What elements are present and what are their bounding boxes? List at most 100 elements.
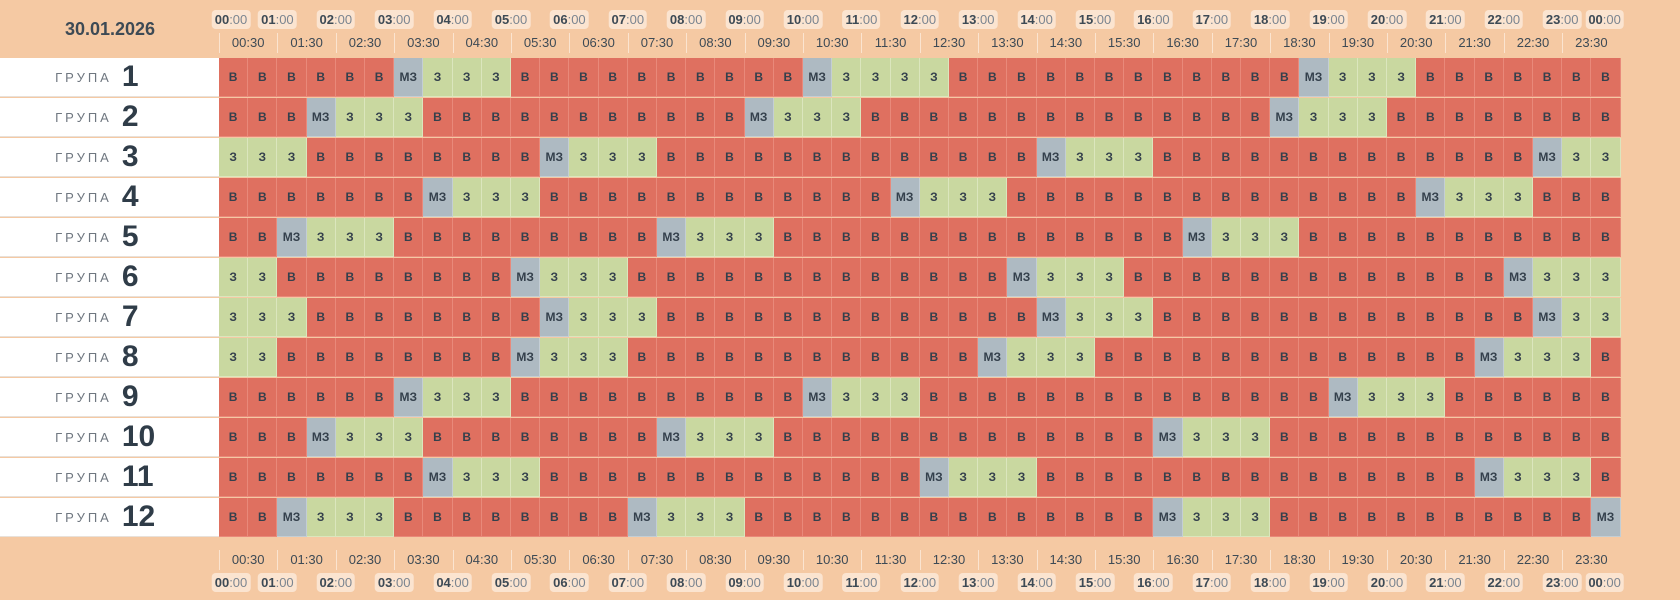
schedule-cell: З <box>832 98 862 137</box>
hour-label: 07:00 <box>608 573 648 592</box>
group-row: ГРУПА 9 В В В В В В МЗ З З З В В В В В В В В В В МЗ З З З В В В В В В В В… <box>0 378 1680 417</box>
schedule-cell: З <box>715 418 745 457</box>
schedule-cell: В <box>861 298 891 337</box>
schedule-cell: В <box>1065 218 1095 257</box>
hour-minutes: :00 <box>333 575 353 590</box>
hour-value: 16 <box>1137 12 1152 27</box>
schedule-cell: МЗ <box>627 498 657 537</box>
schedule-cell: В <box>657 178 687 217</box>
schedule-cell: З <box>832 378 862 417</box>
hour-label: 00:00 <box>1585 10 1624 29</box>
hour-value: 11 <box>845 12 860 27</box>
schedule-cell: В <box>1357 138 1387 177</box>
schedule-cell: В <box>1357 338 1387 377</box>
schedule-cell: В <box>919 418 949 457</box>
schedule-cell: В <box>715 178 745 217</box>
schedule-cell: В <box>949 138 979 177</box>
hour-label: 06:00 <box>550 573 589 592</box>
schedule-cell: В <box>1445 498 1475 537</box>
schedule-cell: З <box>1562 338 1592 377</box>
schedule-cell: В <box>1299 378 1329 417</box>
schedule-cell: В <box>627 218 657 257</box>
schedule-cell: В <box>686 298 716 337</box>
schedule-cell: В <box>335 298 365 337</box>
schedule-cell: В <box>715 298 745 337</box>
schedule-cell: В <box>1328 338 1358 377</box>
schedule-cell: В <box>1007 218 1037 257</box>
hour-label: 11:00 <box>842 10 881 29</box>
schedule-cell: В <box>1503 138 1533 177</box>
hour-value: 22 <box>1487 575 1502 590</box>
schedule-cell: З <box>219 338 249 377</box>
half-hour-label: 13:30 <box>991 35 1024 50</box>
schedule-cell: В <box>657 298 687 337</box>
half-hour-scale-top: 00:30 01:30 02:30 03:30 04:30 05:30 06:30 07:30… <box>0 33 1680 54</box>
schedule-cell: З <box>744 418 774 457</box>
schedule-cell: МЗ <box>657 218 687 257</box>
schedule-cell: З <box>335 418 365 457</box>
schedule-cell: В <box>219 378 249 417</box>
half-hour-label: 23:30 <box>1575 35 1608 50</box>
hour-label: 17:00 <box>1192 10 1232 29</box>
hour-value: 08 <box>669 12 685 27</box>
half-hour-label: 17:30 <box>1224 35 1258 50</box>
schedule-cell: В <box>511 498 541 537</box>
hour-minutes: :00 <box>1326 12 1345 27</box>
schedule-cell: МЗ <box>540 138 570 177</box>
schedule-cell: В <box>803 218 833 257</box>
schedule-cell: МЗ <box>1533 298 1563 337</box>
schedule-cell: З <box>1124 298 1154 337</box>
schedule-cell: В <box>1211 338 1241 377</box>
schedule-cell: В <box>394 498 424 537</box>
hour-minutes: :00 <box>1443 12 1462 27</box>
hour-value: 08 <box>669 575 685 590</box>
schedule-cell: МЗ <box>511 338 541 377</box>
hour-value: 11 <box>845 575 860 590</box>
schedule-cell: В <box>1299 138 1329 177</box>
hour-minutes: :00 <box>684 575 703 590</box>
group-header: ГРУПА 6 <box>0 258 219 297</box>
schedule-cell: В <box>1357 418 1387 457</box>
schedule-cell: В <box>657 58 687 97</box>
schedule-cell: З <box>598 338 628 377</box>
hour-value: 17 <box>1195 12 1210 27</box>
schedule-cell: В <box>1065 58 1095 97</box>
schedule-cell: В <box>1416 58 1446 97</box>
schedule-cell: З <box>890 58 920 97</box>
schedule-cell: В <box>978 418 1008 457</box>
schedule-cell: В <box>423 98 453 137</box>
group-header: ГРУПА 10 <box>0 418 219 457</box>
schedule-cell: В <box>1533 498 1563 537</box>
schedule-cell: В <box>1095 458 1125 497</box>
half-hour-label: 01:30 <box>290 35 323 50</box>
schedule-cell: В <box>1124 498 1154 537</box>
schedule-cell: В <box>1445 218 1475 257</box>
hour-label: 09:00 <box>725 573 764 592</box>
schedule-cell: МЗ <box>1474 458 1504 497</box>
schedule-cell: З <box>1328 58 1358 97</box>
half-hour-label: 02:30 <box>348 552 382 567</box>
schedule-cell: В <box>1591 378 1621 417</box>
half-hour-label: 20:30 <box>1399 552 1433 567</box>
hour-divider <box>1503 550 1505 570</box>
group-header: ГРУПА 1 <box>0 58 219 97</box>
schedule-cell: В <box>1065 98 1095 137</box>
schedule-cell: В <box>1065 178 1095 217</box>
schedule-cell: В <box>919 98 949 137</box>
half-hour-label: 09:30 <box>757 35 791 50</box>
schedule-cell: МЗ <box>657 418 687 457</box>
schedule-cell: З <box>248 258 278 297</box>
schedule-cell: В <box>452 218 482 257</box>
group-word: ГРУПА <box>55 389 112 405</box>
schedule-cell: МЗ <box>540 298 570 337</box>
schedule-cell: В <box>1591 58 1621 97</box>
schedule-cell: З <box>598 138 628 177</box>
hour-divider <box>978 33 980 53</box>
schedule-cell: В <box>1124 418 1154 457</box>
schedule-cell: В <box>394 138 424 177</box>
schedule-cell: В <box>1182 298 1212 337</box>
schedule-cell: З <box>335 218 365 257</box>
schedule-cell: В <box>1387 298 1417 337</box>
schedule-cell: В <box>1591 218 1621 257</box>
schedule-cell: В <box>715 378 745 417</box>
